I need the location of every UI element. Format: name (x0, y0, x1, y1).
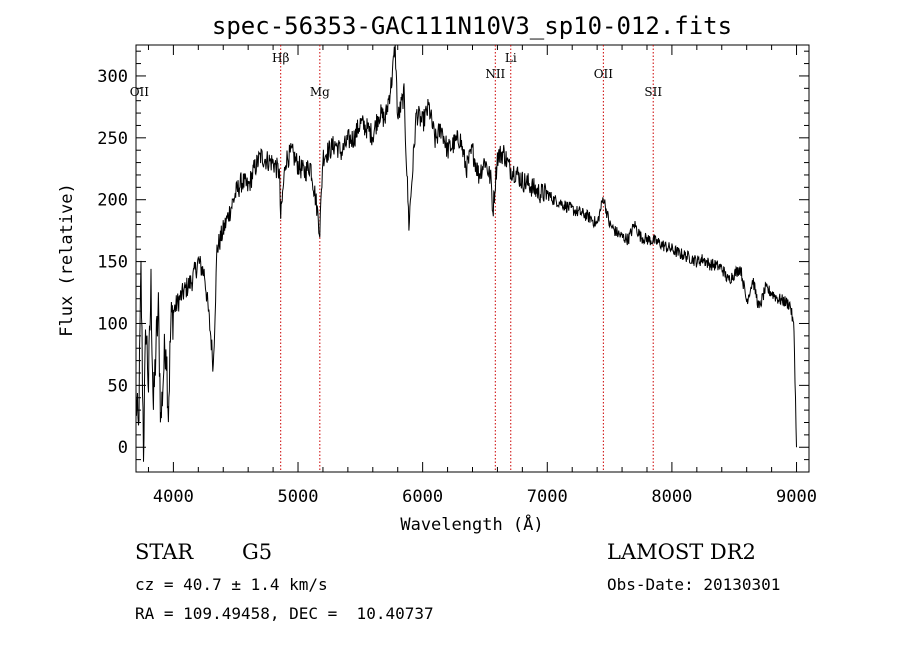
y-tick-label: 50 (108, 376, 128, 396)
x-tick-label: 6000 (402, 487, 443, 507)
x-tick-label: 8000 (651, 487, 692, 507)
redshift-value: cz = 40.7 ± 1.4 km/s (135, 575, 328, 594)
y-tick-label: 100 (97, 314, 128, 334)
marker-label: Li (505, 51, 517, 65)
x-tick-label: 7000 (527, 487, 568, 507)
y-tick-label: 200 (97, 191, 128, 211)
coordinates: RA = 109.49458, DEC = 10.40737 (135, 604, 434, 623)
object-subclass: G5 (242, 540, 273, 564)
y-tick-label: 150 (97, 253, 128, 273)
x-axis-ticks: 4000 5000 6000 7000 8000 9000 (147, 45, 817, 507)
marker-label: Mg (310, 85, 330, 99)
obs-date: Obs-Date: 20130301 (607, 575, 781, 594)
x-tick-label: 5000 (278, 487, 319, 507)
x-axis-label: Wavelength (Å) (400, 513, 543, 535)
y-tick-label: 0 (118, 438, 128, 458)
marker-label: OII (594, 67, 614, 81)
x-tick-label: 9000 (776, 487, 817, 507)
object-class: STAR (135, 540, 194, 564)
y-tick-label: 300 (97, 67, 128, 87)
chart-title: spec-56353-GAC111N10V3_sp10-012.fits (212, 12, 732, 40)
survey-name: LAMOST DR2 (607, 540, 756, 564)
marker-label: Hβ (272, 51, 289, 65)
marker-label: OII (130, 85, 150, 99)
flux-series-line (135, 44, 797, 462)
y-axis-ticks: 0 50 100 150 200 250 300 (97, 50, 809, 461)
y-tick-label: 250 (97, 129, 128, 149)
spectrum-chart: spec-56353-GAC111N10V3_sp10-012.fits OII… (57, 12, 817, 535)
marker-label: SII (644, 85, 662, 99)
marker-label: NII (485, 67, 505, 81)
x-tick-label: 4000 (153, 487, 194, 507)
y-axis-label: Flux (relative) (57, 183, 77, 337)
